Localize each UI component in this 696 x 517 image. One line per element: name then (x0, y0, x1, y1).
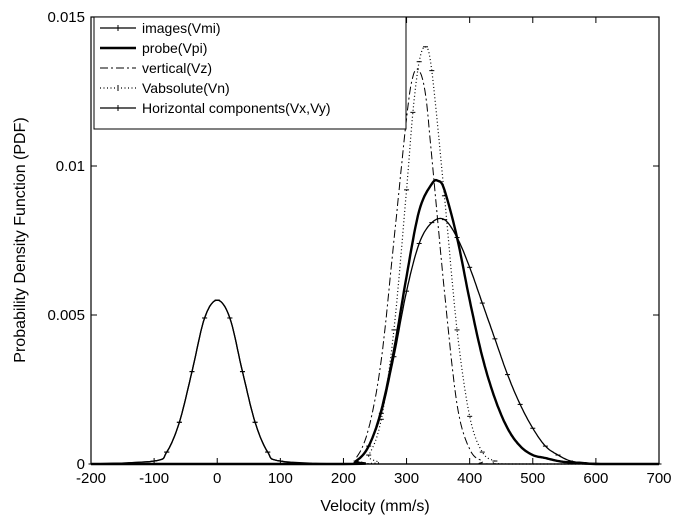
x-tick-label: 600 (583, 470, 608, 487)
x-tick-label: 100 (268, 470, 293, 487)
series-line (91, 178, 659, 466)
legend-label: probe(Vpi) (142, 40, 207, 56)
legend-box (93, 16, 407, 130)
y-tick-label: 0.005 (47, 307, 85, 324)
x-tick-label: 300 (394, 470, 419, 487)
y-tick-label: 0.01 (56, 158, 85, 175)
y-tick-label: 0.015 (47, 9, 85, 26)
x-tick-label: 500 (520, 470, 545, 487)
series-layer (88, 45, 662, 466)
series-line (90, 299, 659, 465)
x-tick-label: 200 (331, 470, 356, 487)
x-axis: -200 -100 0 100 200 300 400 500 600 700 (76, 17, 672, 487)
x-tick-label: -200 (76, 470, 106, 487)
legend-label: Horizontal components(Vx,Vy) (142, 100, 331, 116)
series-3 (91, 68, 659, 465)
x-tick-label: 700 (646, 470, 671, 487)
y-axis-title: Probability Density Function (PDF) (12, 117, 29, 362)
legend-label: Vabsolute(Vn) (142, 80, 230, 96)
x-tick-label: 400 (457, 470, 482, 487)
series-2 (91, 178, 659, 466)
legend: images(Vmi) probe(Vpi) vertical(Vz) Vabsolu… (93, 16, 407, 130)
x-tick-label: -100 (139, 470, 169, 487)
series-line (91, 68, 659, 465)
x-tick-label: 0 (213, 470, 221, 487)
legend-label: images(Vmi) (142, 20, 221, 36)
x-axis-title: Velocity (mm/s) (320, 498, 429, 515)
legend-label: vertical(Vz) (142, 60, 212, 76)
y-tick-label: 0 (77, 456, 85, 473)
